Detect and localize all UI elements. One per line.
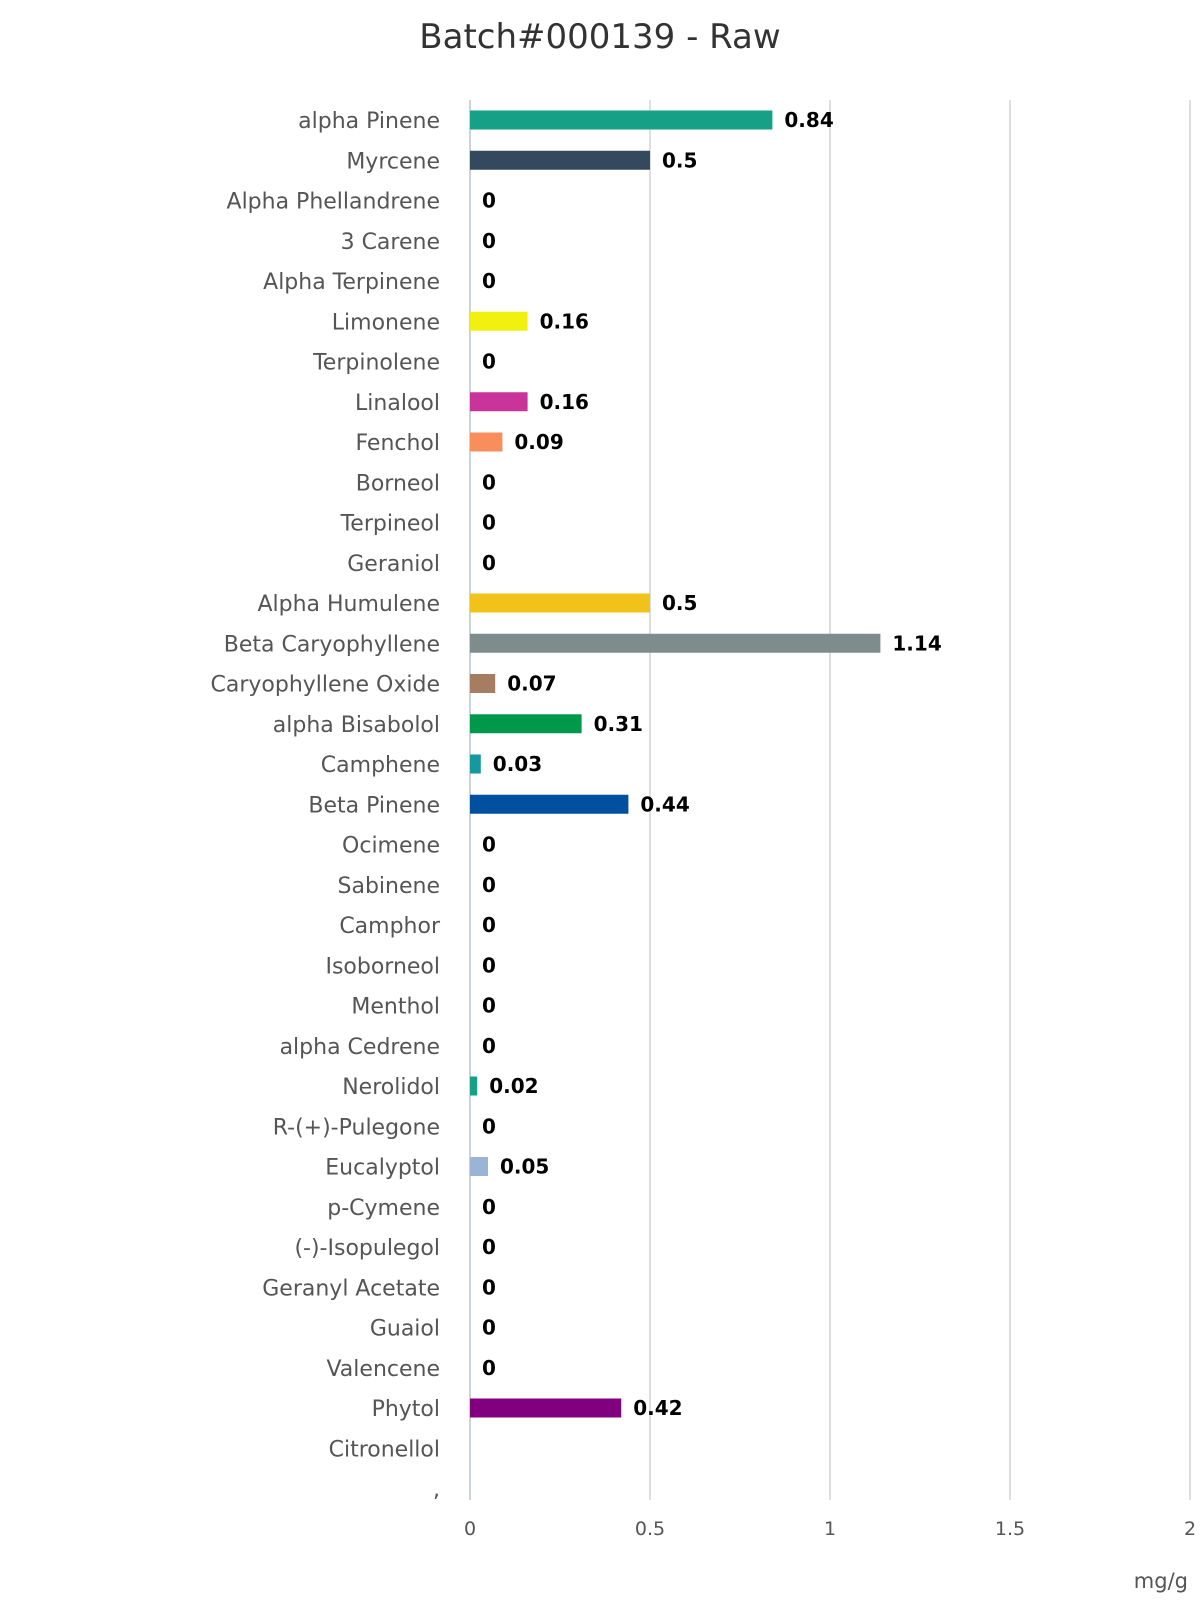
data-label: 0 [482,269,496,293]
category-label: alpha Bisabolol [273,713,440,738]
category-label: Isoborneol [325,954,440,979]
category-label: Citronellol [329,1437,440,1462]
x-axis-tick-labels: 0 0.5 1 1.5 2 [464,1518,1196,1540]
x-tick-label: 2 [1184,1518,1196,1540]
data-label: 0 [482,511,496,535]
chart-title: Batch#000139 - Raw [419,17,780,57]
data-label: 0 [482,1114,496,1138]
data-label: 0.02 [489,1074,538,1098]
category-label: Caryophyllene Oxide [211,673,440,698]
data-label: 0.16 [540,390,589,414]
data-label: 0 [482,470,496,494]
category-label: p-Cymene [327,1196,440,1221]
bar [470,150,650,170]
category-label: alpha Pinene [298,109,440,134]
data-label: 0 [482,189,496,213]
category-label: Borneol [356,471,440,496]
data-label: 0 [482,1275,496,1299]
category-label: Beta Pinene [308,793,440,818]
bar [470,1157,488,1176]
data-label: 0 [482,1316,496,1340]
category-label: (-)-Isopulegol [294,1236,440,1261]
bar [470,110,773,130]
data-label: 0.16 [540,309,589,333]
bar [470,794,629,814]
category-label: Fenchol [355,431,440,456]
bar [470,432,503,452]
category-label: , [433,1478,440,1503]
category-label: Beta Caryophyllene [224,632,440,657]
x-tick-label: 1 [824,1518,836,1540]
data-label: 0.07 [507,672,556,696]
bar [470,1398,622,1418]
data-label: 0.03 [493,752,542,776]
x-axis-title: mg/g [1134,1569,1188,1593]
data-label: 0 [482,873,496,897]
bars [470,110,881,1418]
data-labels: 0.84 0.5 0 0 0 0.16 0 0.16 0.09 0 0 0 0.5 1.14 0.07 0.3… [482,108,942,1420]
bar [470,392,528,412]
bar [470,674,496,693]
category-label: 3 Carene [341,230,440,255]
bar [470,1076,478,1096]
category-label: Linalool [355,391,440,416]
category-label: Terpinolene [312,351,440,376]
gridlines [469,100,1191,1500]
x-tick-label: 0 [464,1518,476,1540]
data-label: 0.84 [784,108,833,132]
bar [470,593,650,613]
data-label: 0.5 [662,591,697,615]
category-label: Alpha Humulene [257,592,440,617]
data-label: 0.31 [594,712,643,736]
category-label: Terpineol [340,512,440,537]
data-label: 0 [482,229,496,253]
data-label: 0 [482,350,496,374]
data-label: 0 [482,994,496,1018]
bar [470,633,881,653]
category-label: Geranyl Acetate [262,1276,440,1301]
category-label: Phytol [372,1397,440,1422]
data-label: 0 [482,1034,496,1058]
category-label: Valencene [326,1357,440,1382]
x-tick-label: 0.5 [635,1518,665,1540]
bar [470,754,481,774]
category-label: Eucalyptol [325,1156,440,1181]
data-label: 1.14 [892,631,941,655]
category-labels: alpha Pinene Myrcene Alpha Phellandrene 3 C… [211,109,441,1503]
data-label: 0 [482,551,496,575]
category-label: R-(+)-Pulegone [273,1115,440,1140]
data-label: 0 [482,1356,496,1380]
category-label: Camphene [321,753,440,778]
data-label: 0.42 [633,1396,682,1420]
category-label: Guaiol [370,1317,440,1342]
data-label: 0.44 [640,792,689,816]
category-label: Nerolidol [342,1075,440,1100]
category-label: Limonene [332,310,440,335]
data-label: 0 [482,913,496,937]
data-label: 0 [482,1195,496,1219]
category-label: Myrcene [346,149,440,174]
category-label: Geraniol [347,552,440,577]
bar [470,311,528,331]
category-label: Menthol [351,995,440,1020]
x-tick-label: 1.5 [995,1518,1025,1540]
category-label: Sabinene [338,874,440,899]
data-label: 0 [482,953,496,977]
data-label: 0.05 [500,1155,549,1179]
category-label: alpha Cedrene [280,1035,440,1060]
bar [470,714,582,734]
data-label: 0 [482,1235,496,1259]
category-label: Ocimene [342,834,440,859]
data-label: 0 [482,833,496,857]
category-label: Alpha Phellandrene [227,190,440,215]
data-label: 0.5 [662,148,697,172]
category-label: Alpha Terpinene [263,270,440,295]
data-label: 0.09 [514,430,563,454]
category-label: Camphor [339,914,441,939]
